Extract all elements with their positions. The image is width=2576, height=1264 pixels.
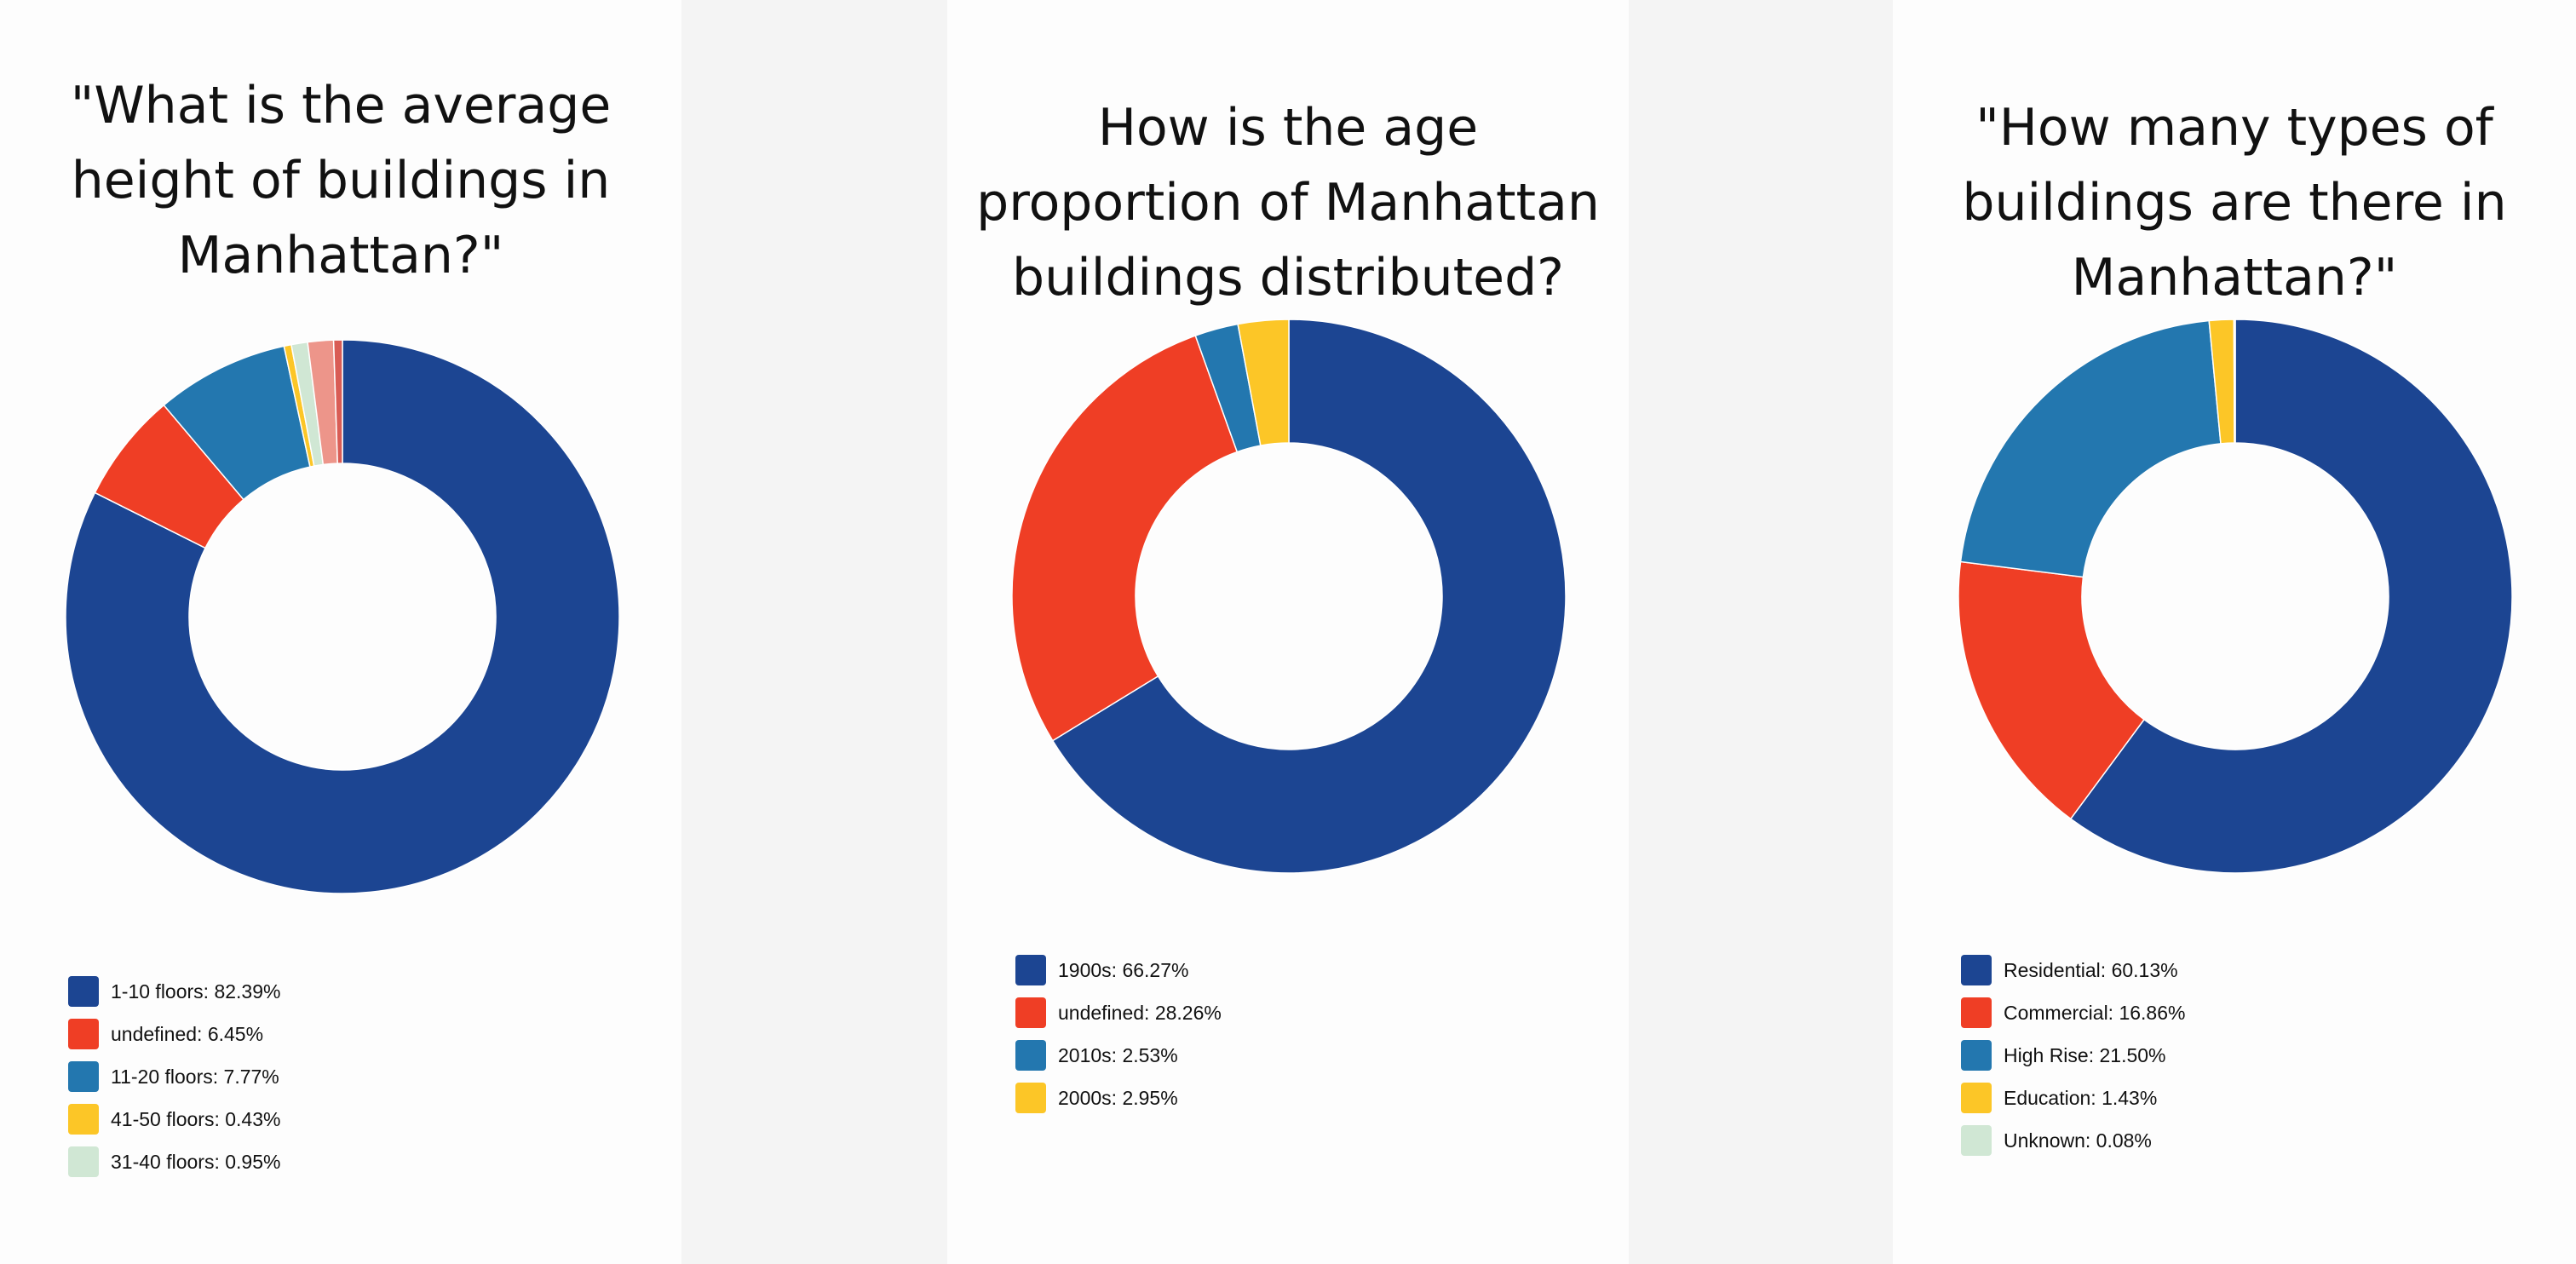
legend-label: undefined: 6.45% <box>111 1022 264 1045</box>
legend-swatch <box>68 1061 99 1092</box>
chart-title-line: How is the age <box>1097 98 1479 158</box>
legend-label: 2000s: 2.95% <box>1058 1086 1178 1109</box>
legend-label: 1-10 floors: 82.39% <box>111 980 281 1003</box>
chart-title-line: buildings distributed? <box>1011 248 1565 307</box>
legend-label: Commercial: 16.86% <box>2004 1001 2186 1024</box>
chart-title-line: Manhattan?" <box>177 226 504 285</box>
legend-age: 1900s: 66.27% undefined: 28.26% 2010s: 2.5… <box>1015 949 1222 1119</box>
legend-item: 2010s: 2.53% <box>1015 1034 1222 1077</box>
legend-label: 11-20 floors: 7.77% <box>111 1065 279 1088</box>
chart-title-line: "How many types of <box>1975 98 2493 158</box>
donut-slice-2-2 <box>1959 319 2222 578</box>
donut-slice-2-1 <box>1958 560 2146 820</box>
legend-swatch <box>1015 955 1046 985</box>
legend-swatch <box>68 976 99 1007</box>
legend-item: 2000s: 2.95% <box>1015 1077 1222 1119</box>
legend-item: 1-10 floors: 82.39% <box>68 970 280 1013</box>
legend-swatch <box>68 1019 99 1049</box>
chart-title-line: Manhattan?" <box>2071 248 2398 307</box>
legend-item: undefined: 28.26% <box>1015 991 1222 1034</box>
donut-slice-1-3 <box>1237 319 1290 446</box>
chart-title-line: height of buildings in <box>71 151 611 210</box>
chart-title-line: proportion of Manhattan <box>976 173 1600 233</box>
donut-slice-2-0 <box>2069 319 2513 874</box>
legend-types: Residential: 60.13% Commercial: 16.86% Hig… <box>1961 949 2185 1162</box>
chart-title-age: How is the age proportion of Manhattan b… <box>947 90 1629 315</box>
legend-label: 2010s: 2.53% <box>1058 1043 1178 1066</box>
legend-label: Unknown: 0.08% <box>2004 1129 2152 1152</box>
legend-swatch <box>1961 955 1992 985</box>
legend-item: undefined: 6.45% <box>68 1013 280 1055</box>
legend-label: Residential: 60.13% <box>2004 958 2178 981</box>
legend-swatch <box>1961 1040 1992 1071</box>
legend-swatch <box>1961 1083 1992 1113</box>
chart-title-types: "How many types of buildings are there i… <box>1893 90 2576 315</box>
legend-item: Commercial: 16.86% <box>1961 991 2185 1034</box>
legend-swatch <box>1015 997 1046 1028</box>
legend-item: 11-20 floors: 7.77% <box>68 1055 280 1098</box>
legend-label: High Rise: 21.50% <box>2004 1043 2166 1066</box>
legend-swatch <box>1015 1040 1046 1071</box>
legend-label: 31-40 floors: 0.95% <box>111 1150 281 1173</box>
legend-item: Unknown: 0.08% <box>1961 1119 2185 1162</box>
legend-label: undefined: 28.26% <box>1058 1001 1222 1024</box>
donut-slice-0-6 <box>332 339 343 464</box>
legend-item: 31-40 floors: 0.95% <box>68 1140 280 1183</box>
legend-label: 1900s: 66.27% <box>1058 958 1189 981</box>
donut-slice-2-4 <box>2233 319 2236 444</box>
legend-swatch <box>68 1104 99 1135</box>
chart-title-line: "What is the average <box>70 76 612 135</box>
legend-swatch <box>1961 1125 1992 1156</box>
donut-slice-1-0 <box>1051 319 1567 874</box>
legend-swatch <box>1961 997 1992 1028</box>
legend-swatch <box>68 1146 99 1177</box>
donut-slice-0-0 <box>65 339 620 894</box>
chart-title-height: "What is the average height of buildings… <box>0 68 681 293</box>
chart-title-line: buildings are there in <box>1962 173 2507 233</box>
legend-label: 41-50 floors: 0.43% <box>111 1107 281 1130</box>
donut-slice-1-1 <box>1011 335 1239 742</box>
legend-item: 41-50 floors: 0.43% <box>68 1098 280 1140</box>
legend-item: Education: 1.43% <box>1961 1077 2185 1119</box>
legend-item: Residential: 60.13% <box>1961 949 2185 991</box>
legend-item: 1900s: 66.27% <box>1015 949 1222 991</box>
legend-swatch <box>1015 1083 1046 1113</box>
legend-height: 1-10 floors: 82.39% undefined: 6.45% 11-20… <box>68 970 280 1183</box>
legend-item: High Rise: 21.50% <box>1961 1034 2185 1077</box>
legend-label: Education: 1.43% <box>2004 1086 2158 1109</box>
